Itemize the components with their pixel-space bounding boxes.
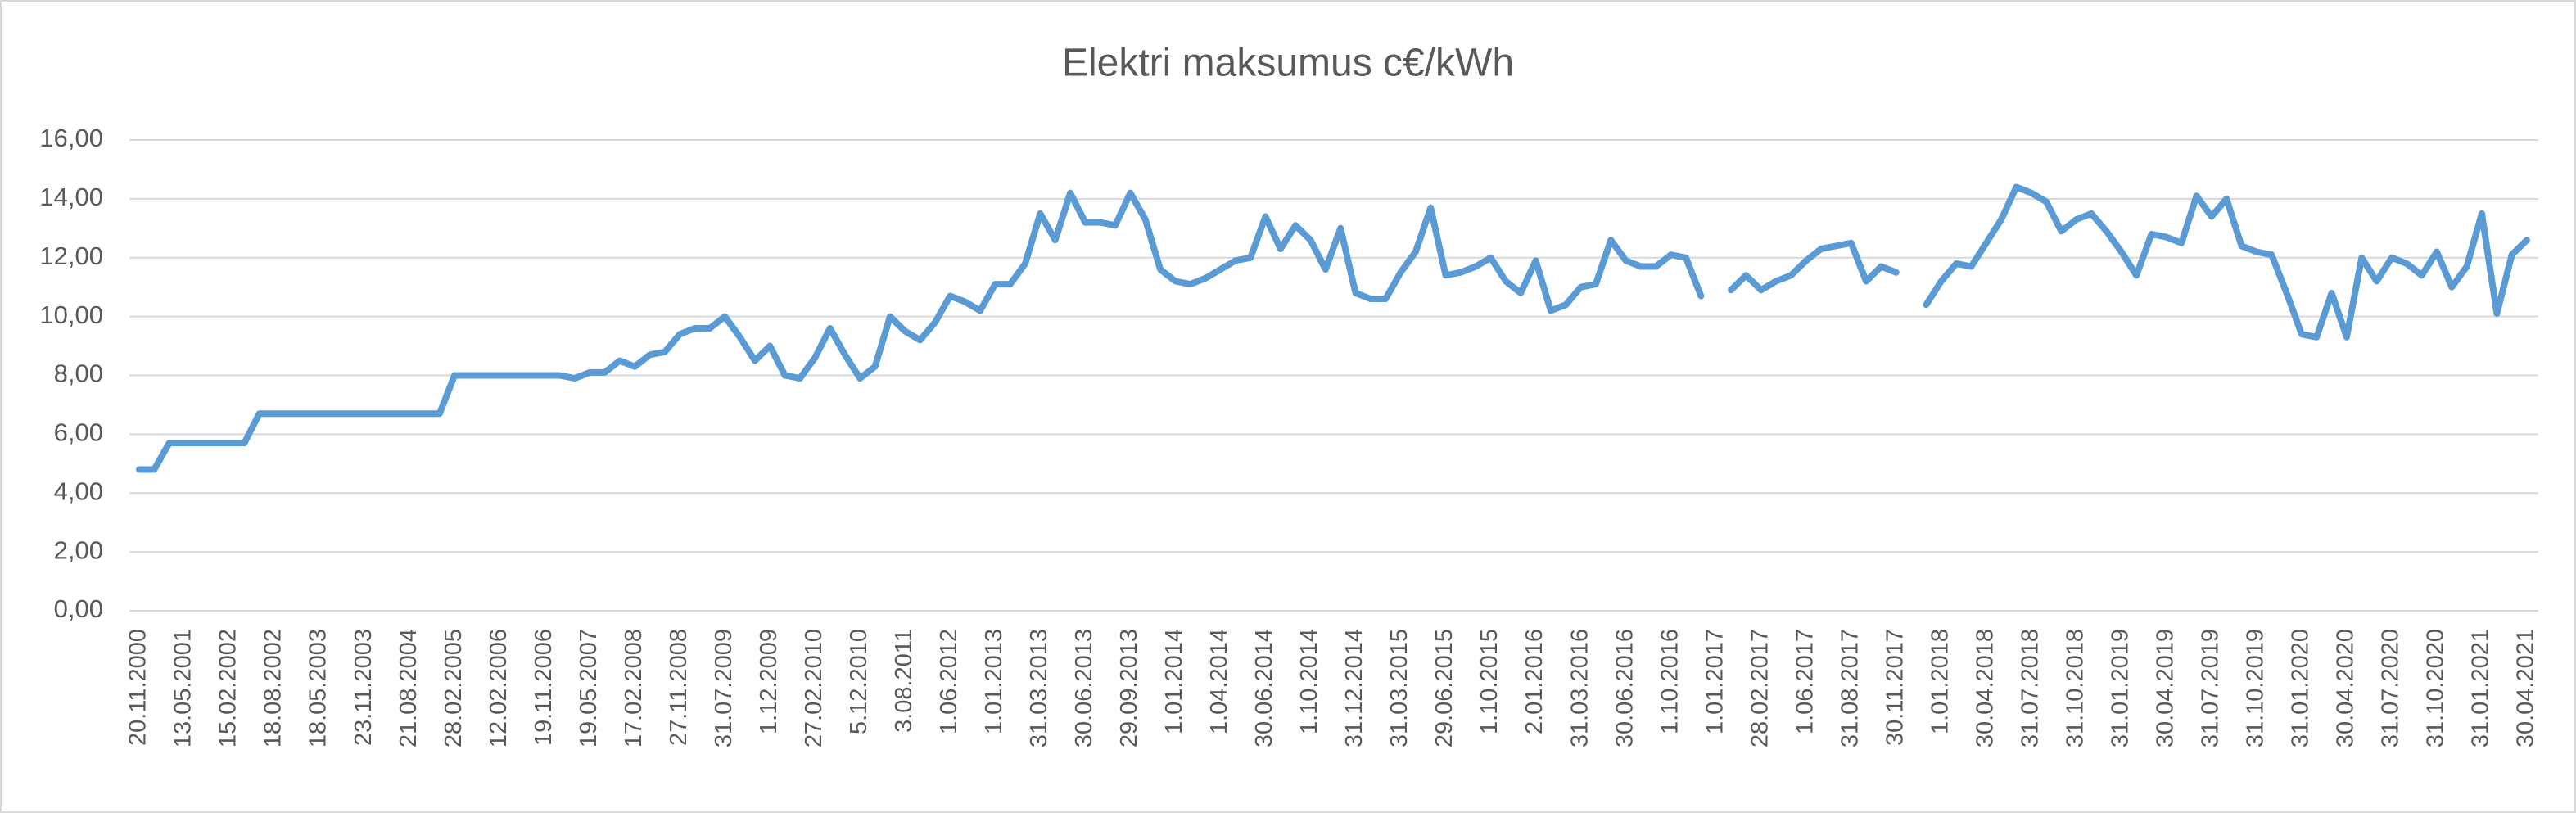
x-tick-label: 2.01.2016 xyxy=(1521,629,1548,734)
x-tick-label: 1.10.2014 xyxy=(1296,629,1322,734)
x-tick-label: 31.03.2013 xyxy=(1026,629,1052,748)
x-tick-label: 1.04.2014 xyxy=(1206,629,1232,734)
x-tick-label: 13.05.2001 xyxy=(170,629,197,748)
x-tick-label: 30.06.2014 xyxy=(1251,629,1277,748)
x-tick-label: 31.10.2020 xyxy=(2423,629,2449,748)
x-tick-label: 31.01.2019 xyxy=(2107,629,2133,748)
y-tick-label: 0,00 xyxy=(54,594,103,623)
x-tick-label: 1.12.2009 xyxy=(756,629,782,734)
x-tick-label: 29.09.2013 xyxy=(1116,629,1142,748)
x-tick-label: 31.01.2021 xyxy=(2468,629,2494,748)
x-tick-label: 30.06.2013 xyxy=(1071,629,1097,748)
y-tick-label: 4,00 xyxy=(54,477,103,505)
x-tick-label: 23.11.2003 xyxy=(350,629,377,746)
y-tick-label: 6,00 xyxy=(54,418,103,447)
x-tick-label: 5.12.2010 xyxy=(846,629,872,734)
x-tick-label: 30.11.2017 xyxy=(1882,629,1908,746)
chart-title: Elektri maksumus c€/kWh xyxy=(1062,42,1514,85)
y-tick-label: 16,00 xyxy=(39,124,103,152)
x-tick-label: 1.01.2013 xyxy=(981,629,1007,734)
x-tick-label: 3.08.2011 xyxy=(891,629,917,733)
y-tick-label: 12,00 xyxy=(39,242,103,270)
x-tick-label: 1.10.2015 xyxy=(1476,629,1503,734)
x-tick-label: 19.11.2006 xyxy=(531,629,557,746)
x-tick-label: 31.07.2019 xyxy=(2198,629,2224,748)
x-tick-label: 30.04.2020 xyxy=(2333,629,2359,748)
x-tick-label: 31.08.2017 xyxy=(1837,629,1863,748)
y-tick-label: 14,00 xyxy=(39,183,103,211)
x-tick-label: 30.04.2021 xyxy=(2513,629,2539,748)
x-tick-label: 29.06.2015 xyxy=(1431,629,1457,748)
x-tick-label: 19.05.2007 xyxy=(576,629,602,748)
x-tick-label: 30.04.2018 xyxy=(1972,629,1998,748)
x-tick-label: 31.07.2009 xyxy=(711,629,737,748)
x-tick-label: 27.02.2010 xyxy=(801,629,827,748)
x-tick-label: 31.07.2018 xyxy=(2017,629,2043,748)
x-tick-label: 31.01.2020 xyxy=(2288,629,2314,748)
x-tick-label: 18.05.2003 xyxy=(305,629,332,748)
x-tick-label: 17.02.2008 xyxy=(621,629,647,748)
x-tick-label: 1.01.2014 xyxy=(1161,629,1187,734)
x-tick-label: 28.02.2017 xyxy=(1747,629,1773,748)
x-tick-label: 27.11.2008 xyxy=(666,629,692,746)
x-tick-label: 28.02.2005 xyxy=(441,629,467,748)
x-tick-label: 1.06.2012 xyxy=(936,629,962,734)
x-tick-label: 1.06.2017 xyxy=(1792,629,1818,734)
x-tick-label: 31.03.2015 xyxy=(1386,629,1412,748)
x-tick-label: 21.08.2004 xyxy=(395,629,422,748)
x-tick-label: 31.12.2014 xyxy=(1341,629,1367,748)
x-tick-label: 31.03.2016 xyxy=(1566,629,1593,748)
x-tick-label: 1.01.2017 xyxy=(1702,629,1728,734)
x-tick-label: 1.10.2016 xyxy=(1656,629,1683,734)
x-tick-label: 31.07.2020 xyxy=(2378,629,2404,748)
x-tick-label: 12.02.2006 xyxy=(486,629,512,748)
x-tick-label: 30.06.2016 xyxy=(1611,629,1638,748)
y-tick-label: 10,00 xyxy=(39,300,103,329)
x-tick-label: 1.01.2018 xyxy=(1927,629,1953,734)
x-tick-label: 20.11.2000 xyxy=(125,629,151,746)
data-line xyxy=(136,183,2530,473)
x-tick-label: 31.10.2018 xyxy=(2062,629,2088,748)
x-tick-label: 15.02.2002 xyxy=(215,629,242,748)
x-tick-label: 30.04.2019 xyxy=(2153,629,2179,748)
y-tick-label: 2,00 xyxy=(54,535,103,564)
x-tick-label: 31.10.2019 xyxy=(2243,629,2269,748)
y-tick-label: 8,00 xyxy=(54,359,103,388)
x-tick-label: 18.08.2002 xyxy=(260,629,287,748)
